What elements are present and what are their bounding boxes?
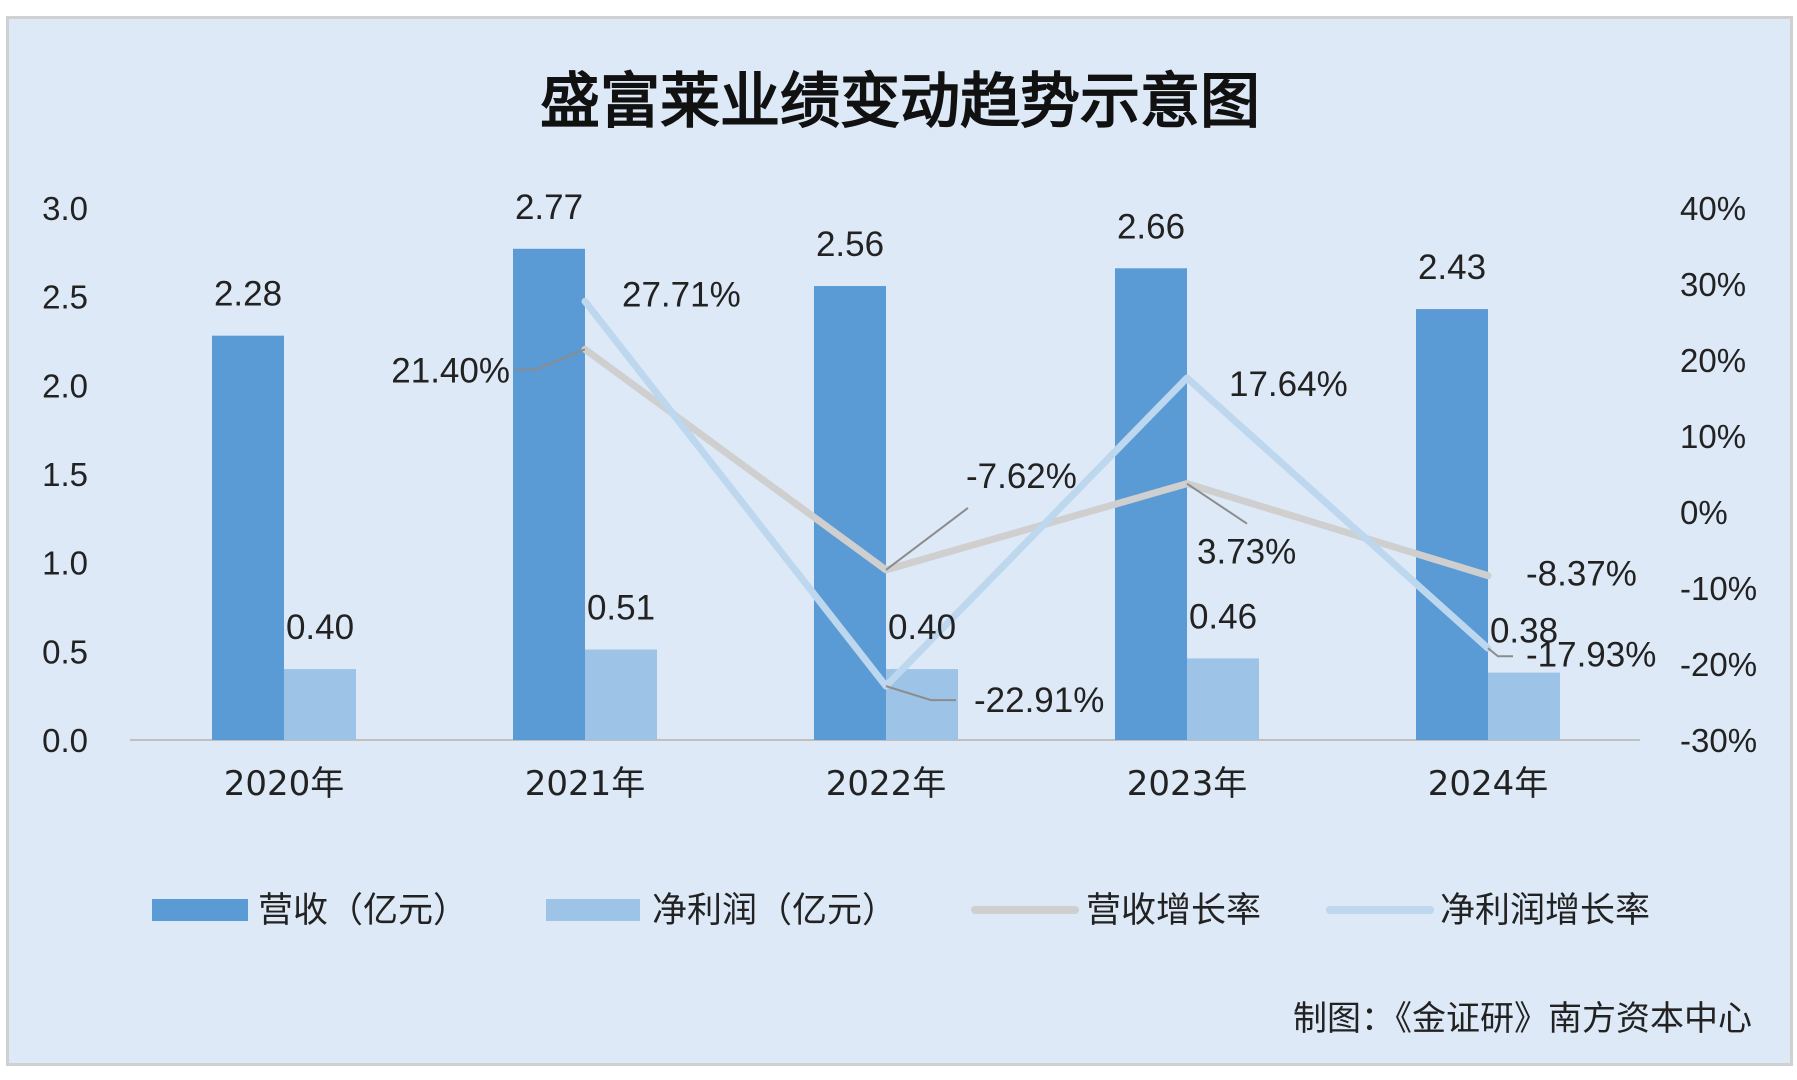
revenue-data-label: 2.66 xyxy=(1117,207,1185,246)
left-axis-tick: 3.0 xyxy=(42,190,88,227)
legend-revenue-swatch xyxy=(152,899,248,921)
net-profit-bar xyxy=(1187,658,1259,740)
legend-revenue-label: 营收（亿元） xyxy=(258,891,468,931)
data-label-leader-line xyxy=(885,685,956,702)
revenue-growth-line xyxy=(581,345,1492,580)
x-axis-category-label: 2021年 xyxy=(525,764,646,804)
legend-revenue-growth-label: 营收增长率 xyxy=(1086,891,1261,931)
revenue-bar xyxy=(513,248,585,740)
x-axis-category-label: 2022年 xyxy=(826,764,947,804)
right-axis-tick: -10% xyxy=(1680,570,1757,607)
revenue-bar xyxy=(212,335,284,740)
revenue-data-label: 2.28 xyxy=(214,275,282,314)
right-axis-tick: 20% xyxy=(1680,342,1746,379)
revenue-growth-data-label: -8.37% xyxy=(1526,555,1637,594)
net-profit-data-label: 0.46 xyxy=(1189,597,1257,636)
revenue-growth-data-label: 3.73% xyxy=(1197,533,1296,572)
net-profit-growth-data-label: -17.93% xyxy=(1526,635,1656,674)
net-profit-growth-line xyxy=(581,297,1492,690)
left-axis-tick: 1.0 xyxy=(42,545,88,582)
data-label-leader-line xyxy=(1186,482,1248,525)
source-note: 制图：《金证研》南方资本中心 xyxy=(1293,999,1752,1039)
chart-frame xyxy=(6,16,1793,1066)
revenue-growth-data-label: -7.62% xyxy=(966,457,1077,496)
revenue-data-label: 2.77 xyxy=(515,188,583,227)
net-profit-data-label: 0.51 xyxy=(587,589,655,628)
net-profit-growth-data-label: 17.64% xyxy=(1229,365,1348,404)
data-label-leader-line xyxy=(885,507,969,571)
net-profit-data-label: 0.38 xyxy=(1490,612,1558,651)
left-axis-tick: 2.0 xyxy=(42,367,88,404)
right-axis-tick: 30% xyxy=(1680,266,1746,303)
revenue-data-label: 2.56 xyxy=(816,225,884,264)
net-profit-growth-data-label: 27.71% xyxy=(622,275,741,314)
left-axis-tick: 1.5 xyxy=(42,456,88,493)
data-label-leader-line xyxy=(515,348,586,371)
revenue-growth-data-label: 21.40% xyxy=(391,351,510,390)
x-axis-category-label: 2020年 xyxy=(224,764,345,804)
right-axis-tick: -30% xyxy=(1680,722,1757,759)
x-axis-category-label: 2024年 xyxy=(1428,764,1549,804)
chart-title: 盛富莱业绩变动趋势示意图 xyxy=(540,67,1260,137)
right-axis-tick: 40% xyxy=(1680,190,1746,227)
net-profit-growth-data-label: -22.91% xyxy=(974,681,1104,720)
net-profit-bar xyxy=(585,649,657,740)
right-axis-tick: 0% xyxy=(1680,494,1728,531)
revenue-bar xyxy=(814,286,886,740)
x-axis-category-label: 2023年 xyxy=(1127,764,1248,804)
right-axis-tick: 10% xyxy=(1680,418,1746,455)
net-profit-bar xyxy=(1488,672,1560,740)
revenue-bar xyxy=(1416,309,1488,740)
net-profit-data-label: 0.40 xyxy=(286,608,354,647)
legend-net-profit-swatch xyxy=(546,899,640,921)
left-axis-tick: 0.0 xyxy=(42,722,88,759)
left-axis-tick: 2.5 xyxy=(42,279,88,316)
revenue-data-label: 2.43 xyxy=(1418,248,1486,287)
legend-net-profit-label: 净利润（亿元） xyxy=(652,891,897,931)
net-profit-bar xyxy=(284,669,356,740)
legend-net-profit-growth-label: 净利润增长率 xyxy=(1440,891,1650,931)
left-axis-tick: 0.5 xyxy=(42,633,88,670)
data-label-leader-line xyxy=(1487,647,1513,658)
right-axis-tick: -20% xyxy=(1680,646,1757,683)
net-profit-data-label: 0.40 xyxy=(888,608,956,647)
net-profit-bar xyxy=(886,669,958,740)
